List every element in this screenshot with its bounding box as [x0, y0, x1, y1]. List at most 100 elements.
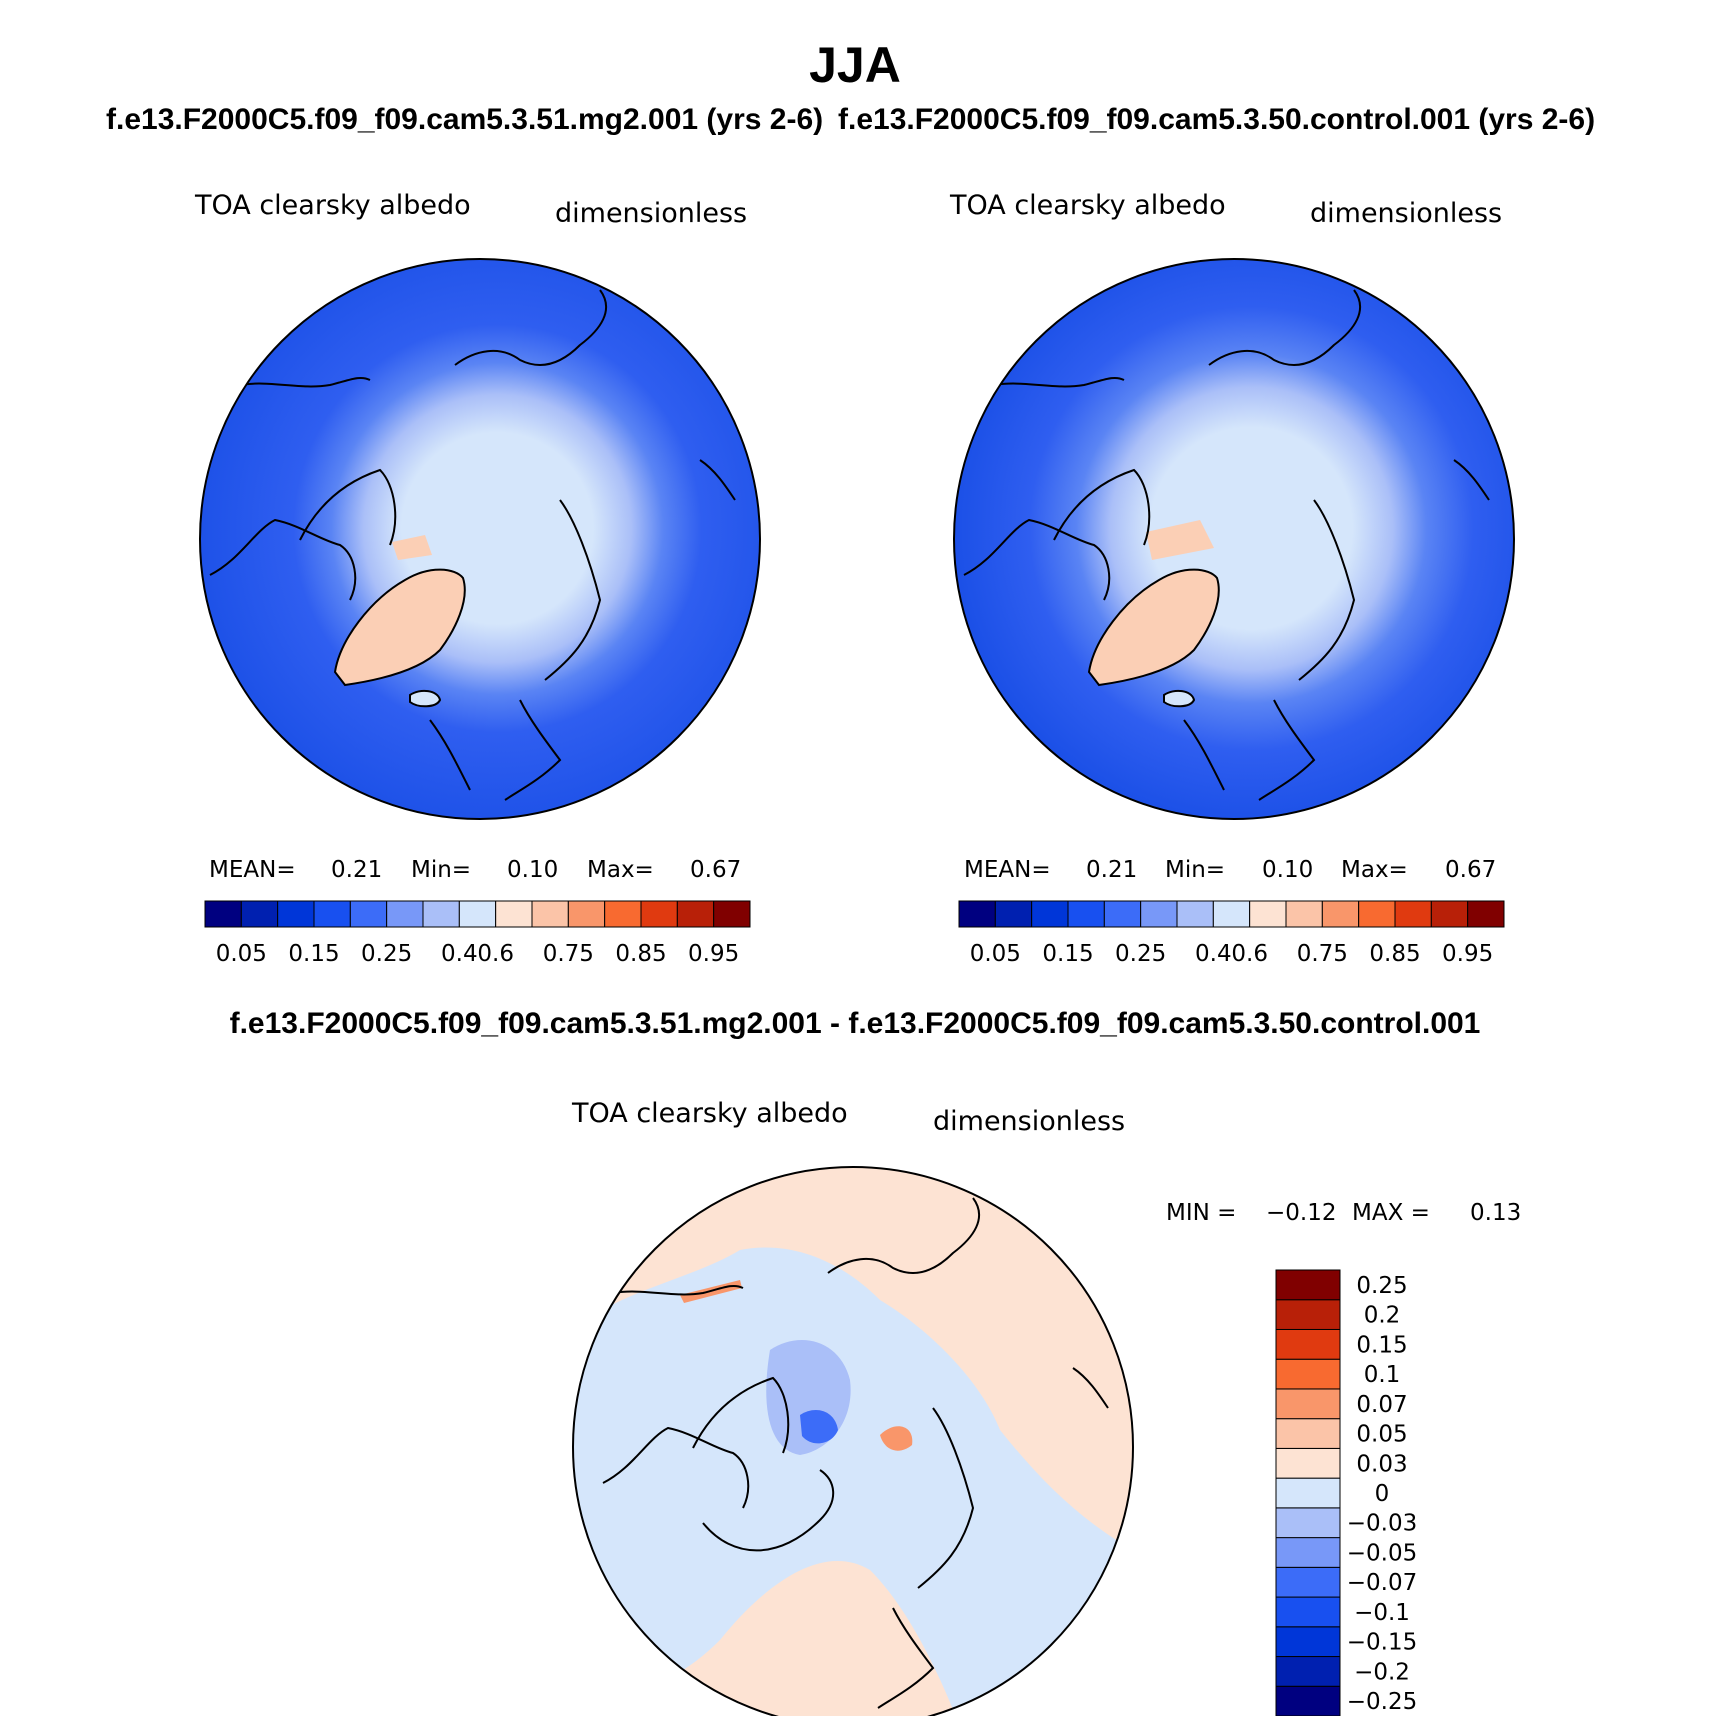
right-coastlines — [963, 289, 1490, 801]
diff-colorbar-box — [1275, 1566, 1341, 1598]
right-colorbar-box — [1212, 900, 1251, 928]
left-colorbar-tick-label: 0.05 — [216, 941, 267, 967]
right-colorbar-box — [1140, 900, 1178, 928]
diff-colorbar-tick-label: 0.15 — [1356, 1332, 1407, 1358]
diff-colorbar-box — [1275, 1537, 1341, 1568]
page-title: JJA — [809, 37, 901, 93]
right-min-label: Min= — [1165, 857, 1226, 883]
diff-positive-spot — [880, 1426, 913, 1451]
diff-colorbar-tick-label: 0.03 — [1356, 1451, 1407, 1477]
diff-colorbar-tick-label: −0.05 — [1347, 1540, 1417, 1566]
diff-colorbar-tick-label: −0.07 — [1347, 1570, 1417, 1596]
diff-variable-label: TOA clearsky albedo — [572, 1098, 848, 1129]
right-max-value: 0.67 — [1445, 857, 1497, 883]
right-colorbar-tick-label: 0.85 — [1369, 941, 1420, 967]
right-polar-map — [954, 259, 1514, 819]
right-colorbar-box — [1031, 900, 1069, 928]
left-mean-value: 0.21 — [331, 857, 383, 883]
left-colorbar-box — [313, 900, 351, 928]
left-colorbar-box — [458, 900, 497, 928]
diff-colorbar-tick-label: −0.25 — [1347, 1689, 1417, 1715]
right-colorbar-box — [1067, 900, 1105, 928]
right-map-border — [953, 258, 1515, 820]
left-colorbar-box — [604, 900, 642, 928]
left-colorbar-tick-label: 0.4 — [441, 941, 478, 967]
left-mean-label: MEAN= — [209, 857, 296, 883]
right-colorbar-box — [1249, 900, 1287, 928]
diff-colorbar-box — [1275, 1447, 1341, 1479]
right-colorbar-tick-label: 0.95 — [1442, 941, 1493, 967]
diff-min-value: −0.12 — [1266, 1200, 1337, 1226]
left-polar-map — [200, 259, 760, 819]
left-colorbar-box — [386, 900, 424, 928]
diff-polar-map — [573, 1167, 1133, 1716]
diff-colorbar-tick-label: −0.03 — [1347, 1511, 1417, 1537]
diff-colorbar-tick-label: −0.15 — [1347, 1630, 1417, 1656]
left-variable-label: TOA clearsky albedo — [195, 190, 471, 221]
left-map-border — [199, 258, 761, 820]
right-colorbar-box — [1321, 900, 1360, 928]
right-map-field — [954, 259, 1514, 819]
diff-colorbar-tick-label: −0.2 — [1354, 1659, 1410, 1685]
left-colorbar-tick-label: 0.85 — [615, 941, 666, 967]
left-colorbar-tick-label: 0.95 — [688, 941, 739, 967]
diff-colorbar-box — [1275, 1418, 1341, 1449]
left-min-label: Min= — [411, 857, 472, 883]
diff-negative-region — [573, 1247, 1133, 1716]
left-colorbar: 0.05 0.15 0.25 0.4 0.6 0.75 0.85 0.95 — [204, 900, 751, 967]
diff-colorbar-box — [1275, 1269, 1341, 1301]
left-colorbar-box — [640, 900, 678, 928]
right-colorbar-tick-label: 0.4 — [1195, 941, 1232, 967]
diff-colorbar-box — [1275, 1477, 1341, 1509]
left-units-label: dimensionless — [555, 198, 748, 229]
left-colorbar-box — [567, 900, 606, 928]
difference-title: f.e13.F2000C5.f09_f09.cam5.3.51.mg2.001 … — [229, 1007, 1481, 1040]
left-colorbar-tick-label: 0.6 — [477, 941, 514, 967]
diff-units-label: dimensionless — [933, 1106, 1126, 1137]
left-colorbar-box — [531, 900, 569, 928]
diff-max-value: 0.13 — [1470, 1200, 1522, 1226]
diff-colorbar-tick-label: −0.1 — [1354, 1600, 1410, 1626]
diff-strong-negative — [800, 1410, 838, 1444]
diff-colorbar-tick-label: 0.05 — [1356, 1422, 1407, 1448]
right-panel-subtitle: f.e13.F2000C5.f09_f09.cam5.3.50.control.… — [838, 103, 1596, 136]
diff-colorbar-tick-label: 0 — [1375, 1481, 1390, 1507]
right-mean-value: 0.21 — [1086, 857, 1138, 883]
left-colorbar-box — [277, 900, 315, 928]
right-colorbar-tick-label: 0.6 — [1231, 941, 1268, 967]
left-colorbar-box — [204, 900, 242, 928]
left-colorbar-box — [240, 900, 279, 928]
diff-min-label: MIN = — [1166, 1200, 1237, 1226]
left-coastlines — [209, 289, 736, 801]
left-colorbar-tick-label: 0.75 — [543, 941, 594, 967]
left-panel-subtitle: f.e13.F2000C5.f09_f09.cam5.3.51.mg2.001 … — [106, 103, 824, 136]
left-colorbar-box — [713, 900, 751, 928]
diff-colorbar-box — [1275, 1358, 1341, 1390]
right-greenland-ice — [1087, 568, 1220, 687]
diff-colorbar-box — [1275, 1507, 1341, 1539]
diff-colorbar-tick-label: 0.25 — [1356, 1273, 1407, 1299]
right-colorbar-box — [1285, 900, 1323, 928]
right-colorbar-box — [1103, 900, 1142, 928]
right-units-label: dimensionless — [1310, 198, 1503, 229]
left-colorbar-tick-label: 0.25 — [361, 941, 412, 967]
right-colorbar-box — [994, 900, 1033, 928]
diff-colorbar-box — [1275, 1626, 1341, 1658]
left-max-value: 0.67 — [690, 857, 742, 883]
right-colorbar-tick-label: 0.75 — [1297, 941, 1348, 967]
right-min-value: 0.10 — [1262, 857, 1314, 883]
diff-coastlines — [602, 1197, 1109, 1709]
left-iceland — [409, 689, 442, 708]
left-greenland-ice — [333, 568, 466, 687]
diff-colorbar-tick-label: 0.1 — [1364, 1362, 1401, 1388]
left-ice-patch — [392, 535, 432, 560]
right-colorbar-box — [1430, 900, 1469, 928]
diff-colorbar-box — [1275, 1656, 1341, 1687]
right-colorbar-box — [1467, 900, 1505, 928]
left-colorbar-box — [422, 900, 460, 928]
diff-colorbar-box — [1275, 1388, 1341, 1420]
diff-max-label: MAX = — [1352, 1200, 1430, 1226]
right-iceland — [1163, 689, 1196, 708]
